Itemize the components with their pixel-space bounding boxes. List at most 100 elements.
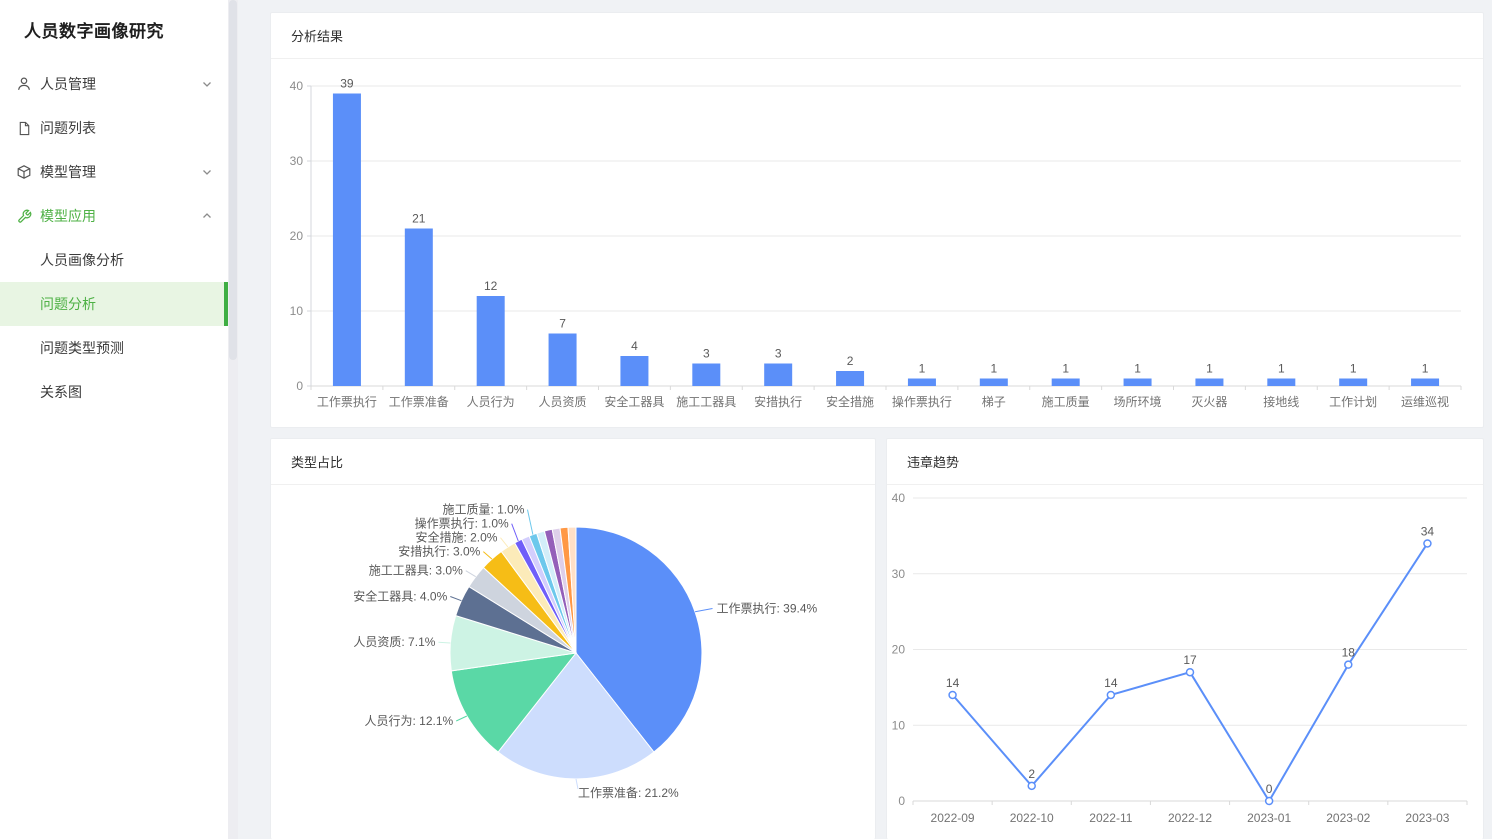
- sidebar-item-model-management[interactable]: 模型管理: [0, 150, 228, 194]
- svg-text:2: 2: [1028, 767, 1035, 781]
- sidebar-item-label: 人员管理: [40, 76, 96, 92]
- svg-text:安全工器具: 4.0%: 安全工器具: 4.0%: [353, 589, 447, 604]
- svg-text:2022-12: 2022-12: [1168, 811, 1212, 825]
- violation-trend-panel: 违章趋势 0 10 20 30 40 14 2022-09 2 2022-10 14 2022-11…: [886, 438, 1484, 839]
- svg-text:4: 4: [631, 339, 638, 353]
- sidebar-item-label: 模型管理: [40, 164, 96, 180]
- svg-text:12: 12: [484, 279, 498, 293]
- pie-chart-area: 工作票执行: 39.4% 工作票准备: 21.2% 人员行为: 12.1% 人员资质:…: [271, 485, 875, 839]
- svg-text:40: 40: [892, 491, 906, 505]
- svg-text:7: 7: [559, 317, 566, 331]
- analysis-result-panel: 分析结果 0 10 20 30 40 39 工作票执行 21 工作票准备 12 人员行为 7 人员资质 4…: [270, 12, 1484, 428]
- svg-text:30: 30: [892, 567, 906, 581]
- bar-chart-area: 0 10 20 30 40 39 工作票执行 21 工作票准备 12 人员行为 7 人员资质 4 安全工器具…: [271, 59, 1483, 428]
- svg-text:3: 3: [703, 347, 710, 361]
- svg-text:2022-09: 2022-09: [931, 811, 975, 825]
- panel-header: 分析结果: [271, 13, 1483, 59]
- svg-text:1: 1: [990, 362, 997, 376]
- pie-chart[interactable]: 工作票执行: 39.4% 工作票准备: 21.2% 人员行为: 12.1% 人员资质:…: [271, 485, 875, 839]
- sidebar-nav: 人员管理 问题列表 模型管理: [0, 62, 228, 414]
- svg-text:安全措施: 安全措施: [826, 394, 874, 409]
- svg-text:施工质量: 1.0%: 施工质量: 1.0%: [442, 503, 524, 517]
- svg-text:1: 1: [1422, 362, 1429, 376]
- svg-text:2022-10: 2022-10: [1010, 811, 1054, 825]
- svg-text:1: 1: [1206, 362, 1213, 376]
- svg-text:0: 0: [1266, 782, 1273, 796]
- svg-text:2022-11: 2022-11: [1089, 811, 1132, 825]
- svg-text:20: 20: [290, 229, 304, 243]
- svg-text:工作票准备: 工作票准备: [389, 395, 449, 409]
- svg-text:安全工器具: 安全工器具: [604, 394, 664, 409]
- svg-text:3: 3: [775, 347, 782, 361]
- cube-icon: [16, 164, 32, 180]
- svg-text:运维巡视: 运维巡视: [1401, 394, 1449, 409]
- type-ratio-panel: 类型占比 工作票执行: 39.4% 工作票准备: 21.2% 人员行为: 12.1%…: [270, 438, 876, 839]
- svg-text:0: 0: [898, 794, 905, 808]
- sidebar-item-issue-list[interactable]: 问题列表: [0, 106, 228, 150]
- svg-text:工作票执行: 39.4%: 工作票执行: 39.4%: [717, 602, 818, 616]
- svg-text:梯子: 梯子: [982, 395, 1006, 409]
- sidebar-item-label: 问题列表: [40, 120, 96, 136]
- sidebar-item-label: 模型应用: [40, 208, 96, 224]
- sidebar-subitem-label: 问题分析: [40, 296, 96, 312]
- svg-text:施工质量: 施工质量: [1042, 395, 1090, 409]
- sidebar-subitem-label: 人员画像分析: [40, 252, 124, 268]
- sidebar-subitem-personnel-portrait-analysis[interactable]: 人员画像分析: [0, 238, 228, 282]
- chevron-down-icon: [202, 167, 212, 177]
- svg-text:人员资质: 人员资质: [539, 395, 587, 409]
- svg-text:接地线: 接地线: [1263, 394, 1299, 409]
- svg-text:1: 1: [1350, 362, 1357, 376]
- line-chart[interactable]: 0 10 20 30 40 14 2022-09 2 2022-10 14 2022-11 17 202…: [887, 485, 1483, 839]
- sidebar-subitem-relation-graph[interactable]: 关系图: [0, 370, 228, 414]
- svg-text:施工工器具: 施工工器具: [676, 395, 736, 409]
- svg-text:1: 1: [1134, 362, 1141, 376]
- svg-text:工作计划: 工作计划: [1329, 395, 1377, 409]
- svg-text:21: 21: [412, 212, 426, 226]
- svg-text:场所环境: 场所环境: [1114, 394, 1162, 409]
- svg-text:1: 1: [919, 362, 926, 376]
- svg-text:操作票执行: 1.0%: 操作票执行: 1.0%: [415, 516, 509, 531]
- svg-text:人员行为: 人员行为: [467, 395, 515, 409]
- svg-text:安全措施: 2.0%: 安全措施: 2.0%: [415, 530, 497, 545]
- panel-title: 违章趋势: [907, 455, 960, 470]
- sidebar-subitem-label: 关系图: [40, 384, 82, 400]
- svg-text:1: 1: [1062, 362, 1069, 376]
- svg-text:人员资质: 7.1%: 人员资质: 7.1%: [353, 635, 435, 649]
- chevron-up-icon: [202, 211, 212, 221]
- file-icon: [16, 120, 32, 136]
- svg-text:人员行为: 12.1%: 人员行为: 12.1%: [365, 714, 454, 728]
- tool-icon: [16, 208, 32, 224]
- svg-text:2: 2: [847, 354, 854, 368]
- svg-text:安措执行: 安措执行: [754, 394, 802, 409]
- sidebar-item-model-application[interactable]: 模型应用: [0, 194, 228, 238]
- svg-text:20: 20: [892, 643, 906, 657]
- svg-text:30: 30: [290, 154, 304, 168]
- app-title: 人员数字画像研究: [24, 22, 164, 41]
- user-icon: [16, 76, 32, 92]
- svg-text:工作票准备: 21.2%: 工作票准备: 21.2%: [578, 786, 679, 800]
- sidebar-subitem-issue-type-prediction[interactable]: 问题类型预测: [0, 326, 228, 370]
- svg-text:14: 14: [1104, 676, 1118, 690]
- svg-text:10: 10: [290, 304, 304, 318]
- svg-text:施工工器具: 3.0%: 施工工器具: 3.0%: [369, 564, 463, 578]
- sidebar-subitem-issue-analysis[interactable]: 问题分析: [0, 282, 228, 326]
- svg-text:工作票执行: 工作票执行: [317, 395, 377, 409]
- panel-header: 违章趋势: [887, 439, 1483, 485]
- svg-text:18: 18: [1342, 646, 1356, 660]
- svg-text:2023-01: 2023-01: [1247, 811, 1291, 825]
- sidebar-scrollbar[interactable]: [228, 0, 238, 839]
- line-chart-area: 0 10 20 30 40 14 2022-09 2 2022-10 14 2022-11 17 202…: [887, 485, 1483, 839]
- svg-text:10: 10: [892, 718, 906, 732]
- svg-text:灭火器: 灭火器: [1191, 395, 1227, 409]
- svg-text:2023-03: 2023-03: [1405, 811, 1449, 825]
- sidebar-scrollbar-thumb[interactable]: [229, 0, 237, 360]
- sidebar: 人员数字画像研究 人员管理 问题列表 模型管理: [0, 0, 228, 839]
- panel-title: 类型占比: [291, 455, 344, 470]
- svg-text:操作票执行: 操作票执行: [892, 394, 952, 409]
- svg-text:14: 14: [946, 676, 960, 690]
- svg-text:34: 34: [1421, 524, 1435, 538]
- sidebar-item-personnel-management[interactable]: 人员管理: [0, 62, 228, 106]
- svg-text:17: 17: [1183, 653, 1197, 667]
- svg-text:安措执行: 3.0%: 安措执行: 3.0%: [398, 544, 480, 559]
